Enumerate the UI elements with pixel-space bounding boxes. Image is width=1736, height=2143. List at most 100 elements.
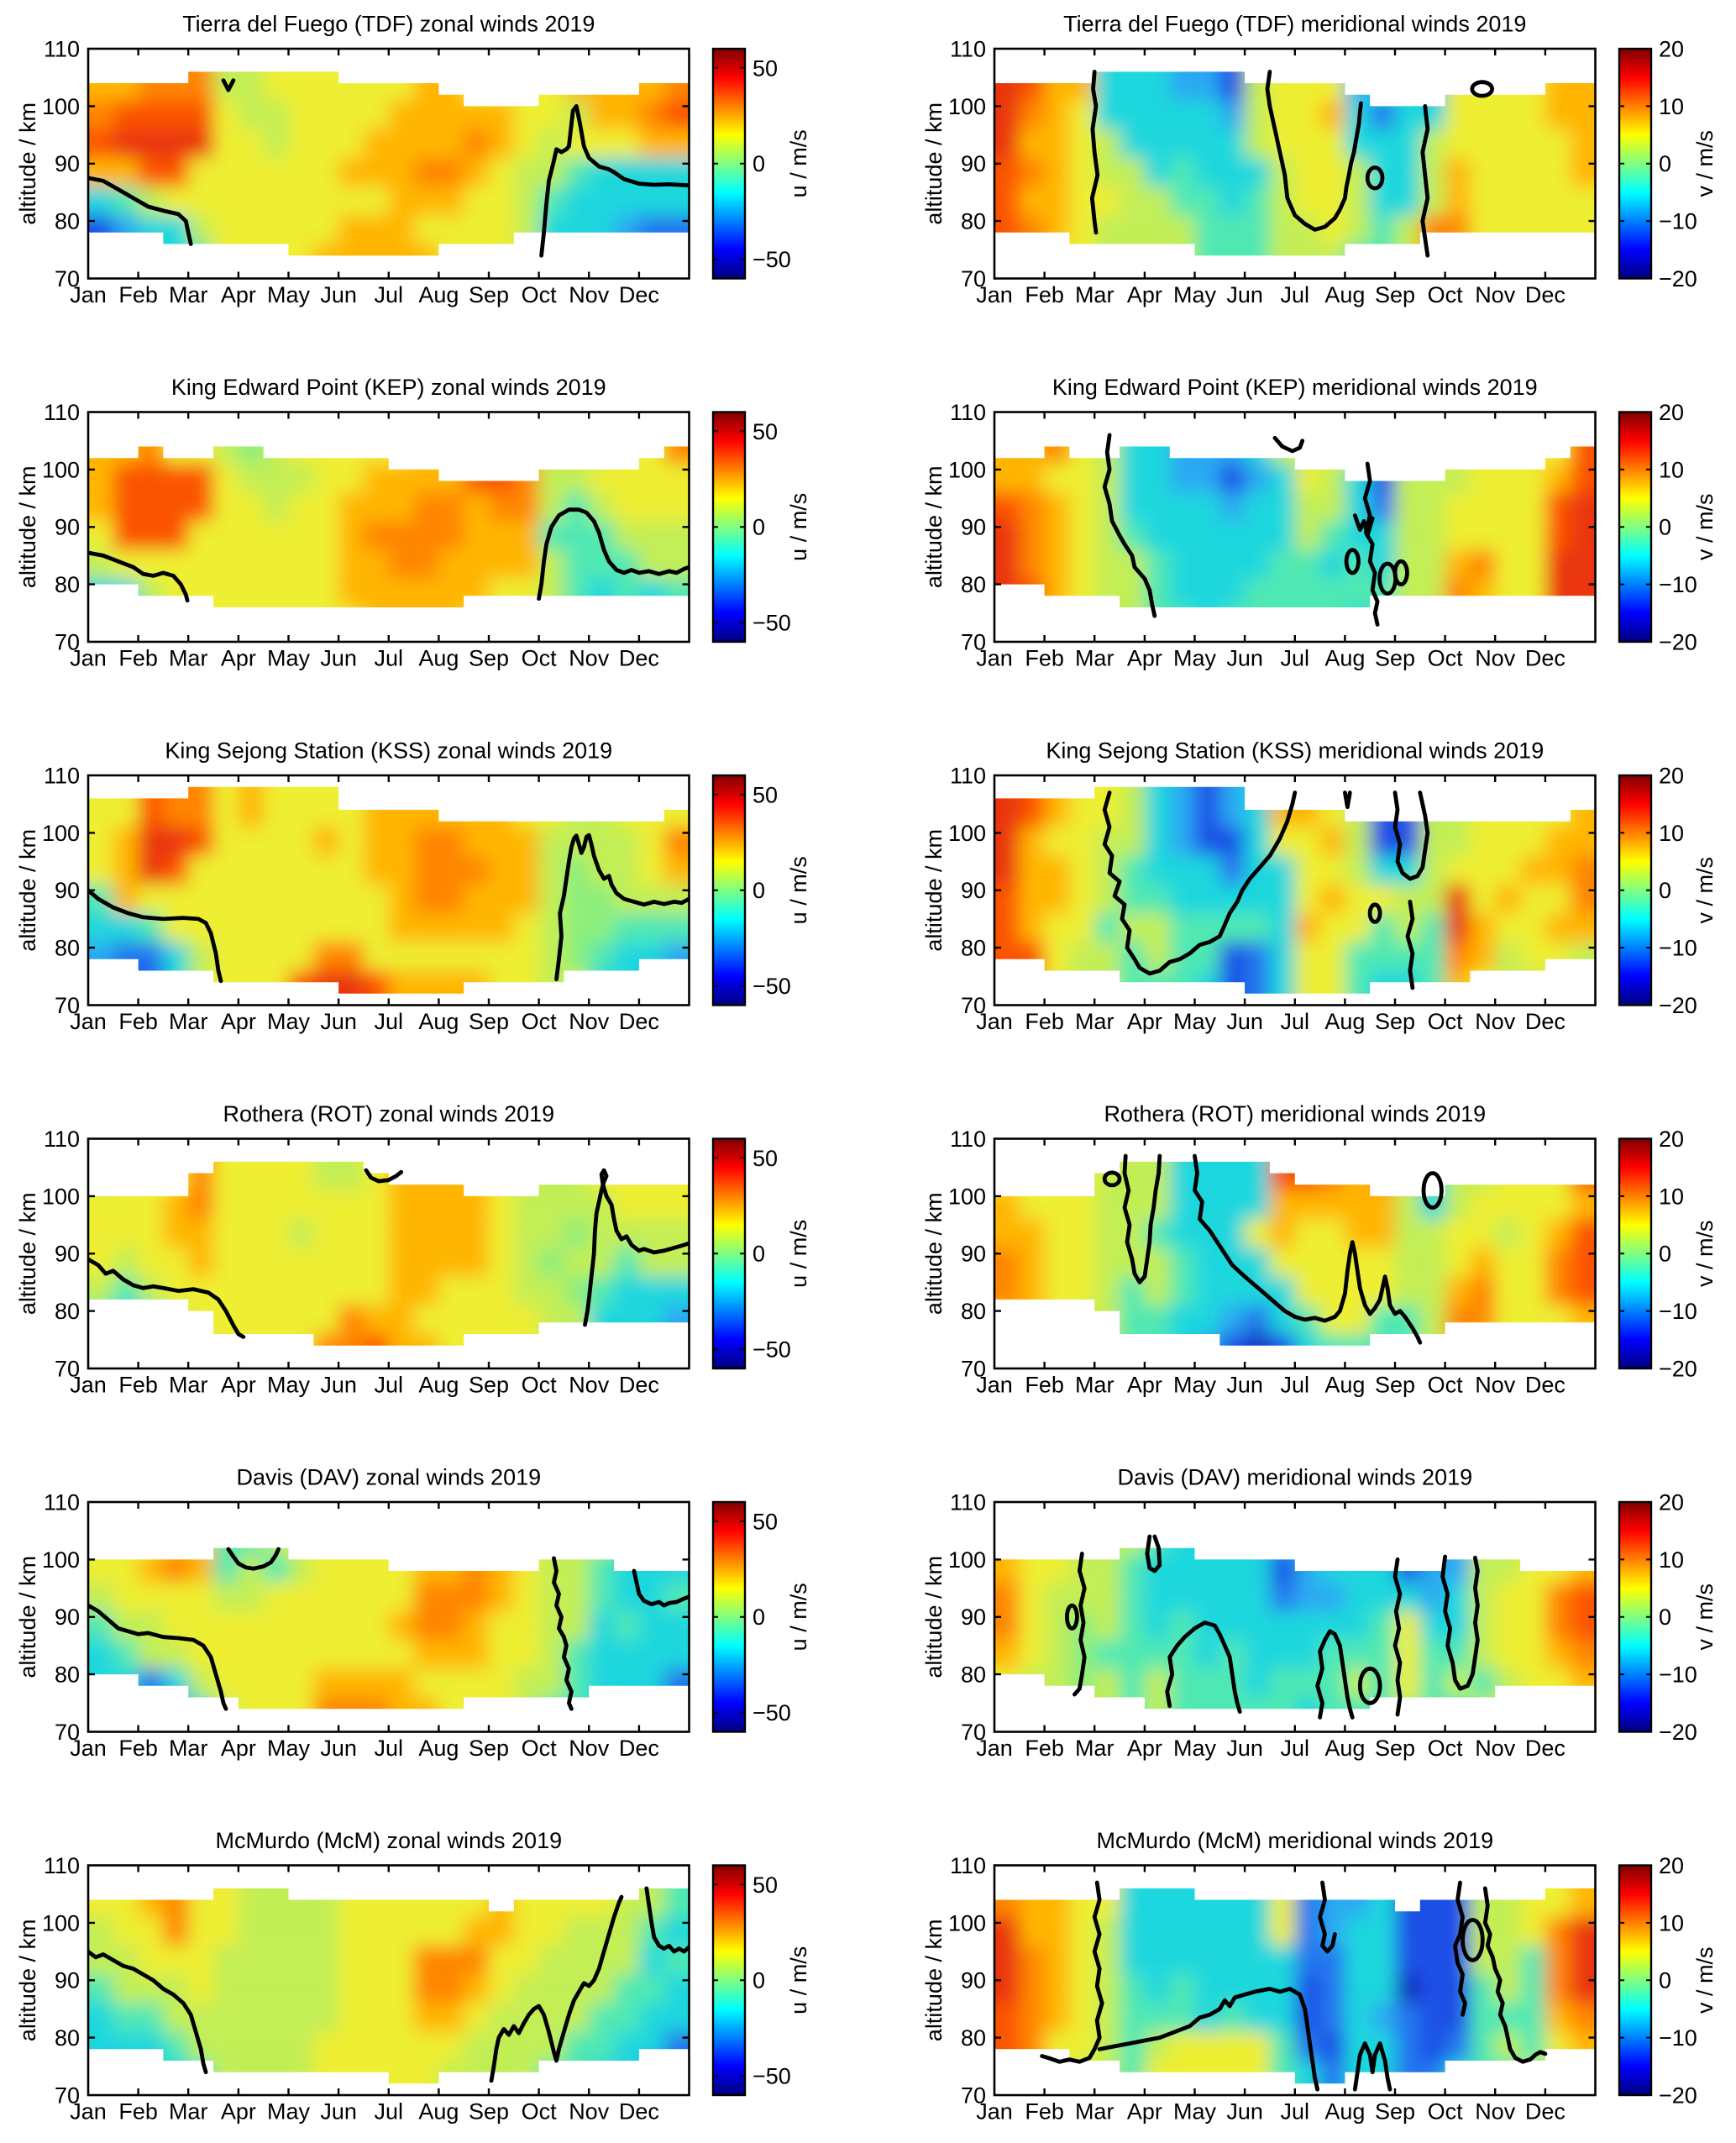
svg-text:altitude / km: altitude / km	[921, 1193, 947, 1316]
svg-text:Jun: Jun	[320, 282, 357, 307]
svg-text:Aug: Aug	[1324, 1373, 1365, 1398]
svg-text:Aug: Aug	[1324, 646, 1365, 671]
svg-text:altitude / km: altitude / km	[921, 1556, 947, 1678]
svg-text:May: May	[267, 1373, 311, 1398]
svg-text:110: 110	[44, 37, 80, 62]
svg-text:Nov: Nov	[1475, 1009, 1516, 1034]
svg-text:−10: −10	[1659, 1662, 1697, 1688]
svg-text:McMurdo (McM) meridional winds: McMurdo (McM) meridional winds 2019	[1096, 1828, 1493, 1853]
svg-text:altitude / km: altitude / km	[921, 1920, 947, 2042]
svg-text:110: 110	[950, 37, 986, 62]
svg-text:70: 70	[55, 1357, 80, 1382]
svg-text:80: 80	[55, 572, 80, 597]
svg-text:70: 70	[961, 2083, 986, 2109]
svg-text:50: 50	[753, 782, 778, 807]
svg-text:Mar: Mar	[1075, 646, 1115, 671]
svg-text:v / m/s: v / m/s	[1692, 857, 1718, 924]
svg-text:May: May	[1173, 646, 1217, 671]
svg-text:110: 110	[44, 1490, 80, 1515]
svg-text:Nov: Nov	[1475, 2099, 1516, 2125]
svg-text:Jul: Jul	[375, 1373, 404, 1398]
svg-text:90: 90	[961, 878, 986, 903]
svg-text:Jan: Jan	[70, 1736, 107, 1761]
svg-text:Nov: Nov	[569, 2099, 610, 2125]
svg-text:Apr: Apr	[221, 282, 256, 307]
svg-text:0: 0	[1659, 515, 1671, 540]
svg-text:Jul: Jul	[1281, 1736, 1310, 1761]
svg-text:80: 80	[55, 1662, 80, 1688]
svg-text:McMurdo (McM) zonal winds 2019: McMurdo (McM) zonal winds 2019	[215, 1828, 562, 1853]
svg-text:110: 110	[950, 1853, 986, 1878]
svg-text:Jun: Jun	[1226, 282, 1263, 307]
svg-text:Dec: Dec	[1525, 1009, 1566, 1034]
svg-text:90: 90	[55, 515, 80, 540]
svg-text:Jun: Jun	[1226, 2099, 1263, 2125]
svg-text:Aug: Aug	[418, 1373, 459, 1398]
svg-text:King Sejong Station (KSS) zona: King Sejong Station (KSS) zonal winds 20…	[165, 738, 612, 764]
svg-text:10: 10	[1659, 457, 1684, 482]
svg-text:−20: −20	[1659, 1357, 1697, 1382]
svg-text:Nov: Nov	[1475, 282, 1516, 307]
svg-text:Jun: Jun	[320, 646, 357, 671]
svg-text:Feb: Feb	[1025, 1009, 1064, 1034]
svg-text:Oct: Oct	[1428, 1736, 1464, 1761]
svg-text:−10: −10	[1659, 209, 1697, 234]
svg-text:Oct: Oct	[1428, 282, 1464, 307]
svg-text:0: 0	[753, 515, 765, 540]
svg-text:90: 90	[961, 1968, 986, 1993]
svg-text:Mar: Mar	[169, 1736, 208, 1761]
svg-text:Nov: Nov	[569, 1736, 610, 1761]
svg-text:Mar: Mar	[1075, 1009, 1115, 1034]
svg-text:altitude / km: altitude / km	[921, 829, 947, 952]
svg-text:Sep: Sep	[469, 282, 509, 307]
svg-text:Tierra del Fuego (TDF) meridio: Tierra del Fuego (TDF) meridional winds …	[1063, 12, 1526, 37]
svg-text:Sep: Sep	[1375, 646, 1415, 671]
svg-text:altitude / km: altitude / km	[921, 102, 947, 225]
svg-text:20: 20	[1659, 400, 1684, 425]
svg-text:110: 110	[44, 1127, 80, 1152]
svg-text:Jan: Jan	[70, 1373, 107, 1398]
svg-text:Jun: Jun	[1226, 1373, 1263, 1398]
svg-text:Feb: Feb	[118, 646, 158, 671]
svg-text:−50: −50	[753, 247, 791, 272]
svg-text:May: May	[267, 282, 311, 307]
svg-text:80: 80	[55, 1299, 80, 1324]
svg-text:Aug: Aug	[418, 646, 459, 671]
svg-text:Apr: Apr	[221, 646, 256, 671]
svg-text:100: 100	[42, 1184, 80, 1209]
svg-text:50: 50	[753, 55, 778, 81]
svg-text:u / m/s: u / m/s	[786, 856, 811, 924]
svg-text:Jun: Jun	[1226, 1009, 1263, 1034]
svg-text:Nov: Nov	[569, 1009, 610, 1034]
svg-text:Jul: Jul	[1281, 1009, 1310, 1034]
svg-text:110: 110	[44, 400, 80, 425]
svg-text:Aug: Aug	[1324, 2099, 1365, 2125]
svg-text:Oct: Oct	[522, 1373, 558, 1398]
svg-text:Jul: Jul	[375, 646, 404, 671]
svg-text:90: 90	[961, 1242, 986, 1267]
svg-text:Feb: Feb	[1025, 282, 1064, 307]
svg-text:u / m/s: u / m/s	[786, 493, 811, 561]
svg-text:Dec: Dec	[619, 282, 659, 307]
svg-text:Jul: Jul	[375, 1009, 404, 1034]
svg-text:Dec: Dec	[619, 1009, 659, 1034]
svg-text:u / m/s: u / m/s	[786, 1220, 811, 1288]
svg-text:50: 50	[753, 1146, 778, 1171]
svg-text:100: 100	[42, 821, 80, 846]
svg-text:10: 10	[1659, 821, 1684, 846]
svg-text:Sep: Sep	[469, 1736, 509, 1761]
svg-text:Feb: Feb	[1025, 2099, 1064, 2125]
svg-text:Jan: Jan	[70, 646, 107, 671]
svg-text:70: 70	[55, 1720, 80, 1745]
svg-text:Mar: Mar	[1075, 1736, 1115, 1761]
svg-text:Feb: Feb	[118, 1373, 158, 1398]
svg-text:90: 90	[961, 151, 986, 176]
svg-text:−10: −10	[1659, 936, 1697, 961]
svg-text:Jul: Jul	[375, 282, 404, 307]
svg-text:May: May	[1173, 1009, 1217, 1034]
svg-text:Jan: Jan	[70, 282, 107, 307]
svg-text:Feb: Feb	[1025, 1736, 1064, 1761]
svg-text:Nov: Nov	[1475, 1736, 1516, 1761]
svg-text:Mar: Mar	[169, 1009, 208, 1034]
svg-text:v / m/s: v / m/s	[1692, 494, 1718, 561]
